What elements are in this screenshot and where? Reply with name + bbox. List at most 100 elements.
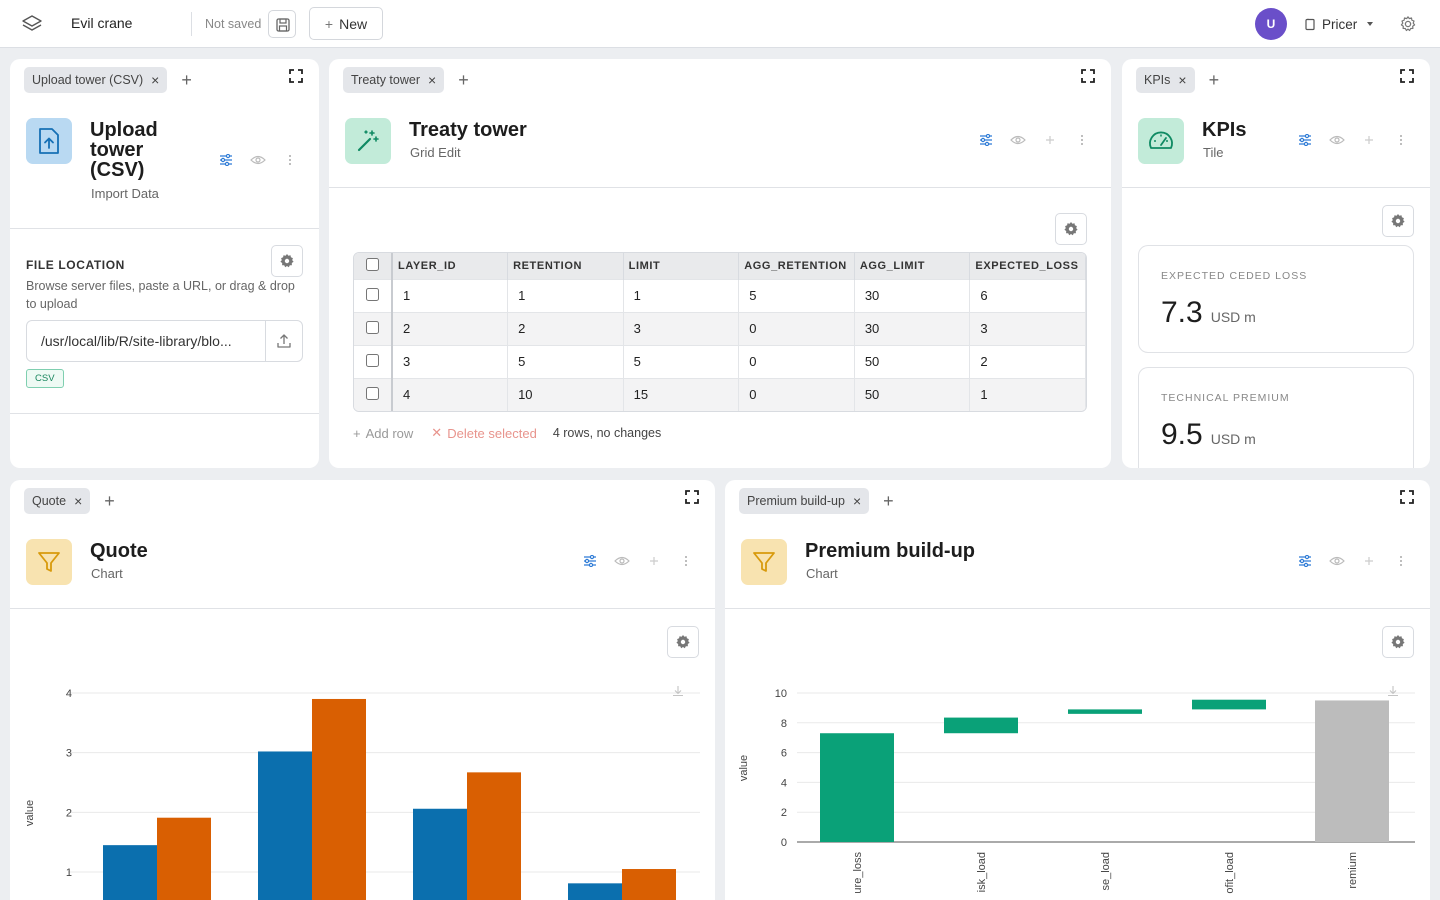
project-title[interactable]: Evil crane <box>71 15 133 31</box>
grid-cell[interactable]: 5 <box>623 344 740 378</box>
options-gear-button[interactable] <box>1382 626 1414 658</box>
tab-upload-tower[interactable]: Upload tower (CSV) × <box>24 67 168 93</box>
more-vertical-icon[interactable] <box>1393 553 1409 569</box>
expand-icon[interactable] <box>289 69 303 83</box>
sliders-icon[interactable] <box>1297 132 1313 148</box>
grid-cell[interactable]: 2 <box>392 311 509 345</box>
row-checkbox[interactable] <box>366 287 379 301</box>
tab-kpis[interactable]: KPIs × <box>1136 67 1195 93</box>
row-checkbox[interactable] <box>366 353 379 367</box>
grid-cell[interactable]: 30 <box>854 278 971 312</box>
column-header[interactable]: EXPECTED_LOSS <box>969 253 1086 279</box>
grid-cell[interactable]: 1 <box>623 278 740 312</box>
gear-icon <box>1064 222 1078 236</box>
column-header[interactable]: AGG_LIMIT <box>854 253 971 279</box>
eye-icon[interactable] <box>1329 553 1345 569</box>
panel-title: Premium build-up <box>805 540 975 562</box>
x-tick-label: remium <box>1347 852 1359 889</box>
delete-selected-button[interactable]: ✕ Delete selected <box>431 425 537 441</box>
settings-gear-icon[interactable] <box>1399 15 1417 33</box>
sliders-icon[interactable] <box>1297 553 1313 569</box>
sliders-icon[interactable] <box>218 152 234 168</box>
sparkle-icon[interactable] <box>1361 553 1377 569</box>
eye-icon[interactable] <box>614 553 630 569</box>
expand-icon[interactable] <box>1400 490 1414 504</box>
grid-cell[interactable]: 15 <box>623 377 740 411</box>
tab-premium-buildup[interactable]: Premium build-up × <box>739 488 870 514</box>
select-all-checkbox[interactable] <box>366 257 379 271</box>
grid-cell[interactable]: 3 <box>969 311 1086 345</box>
grid-cell[interactable]: 3 <box>392 344 509 378</box>
grid-cell[interactable]: 1 <box>392 278 509 312</box>
eye-icon[interactable] <box>1329 132 1345 148</box>
grid-cell[interactable]: 50 <box>854 377 971 411</box>
close-tab-icon[interactable]: × <box>852 493 862 509</box>
role-dropdown[interactable]: Pricer <box>1304 14 1374 34</box>
avatar[interactable]: U <box>1255 8 1287 40</box>
download-icon[interactable] <box>1388 686 1398 697</box>
grid-cell[interactable]: 0 <box>738 344 855 378</box>
close-tab-icon[interactable]: × <box>428 72 437 88</box>
sparkle-icon[interactable] <box>1361 132 1377 148</box>
expand-icon[interactable] <box>685 490 699 504</box>
grid-cell[interactable]: 10 <box>507 377 624 411</box>
new-button[interactable]: + New <box>309 7 383 40</box>
download-icon[interactable] <box>673 686 683 697</box>
grid-cell[interactable]: 2 <box>969 344 1086 378</box>
close-tab-icon[interactable]: × <box>1178 72 1187 88</box>
grid-cell[interactable]: 0 <box>738 311 855 345</box>
more-vertical-icon[interactable] <box>678 553 694 569</box>
options-gear-button[interactable] <box>1382 205 1414 237</box>
options-gear-button[interactable] <box>1055 213 1087 245</box>
save-button[interactable] <box>268 10 296 38</box>
eye-icon[interactable] <box>250 152 266 168</box>
grid-cell[interactable]: 2 <box>507 311 624 345</box>
add-tab-icon[interactable]: + <box>1208 70 1220 90</box>
add-tab-icon[interactable]: + <box>181 70 192 90</box>
row-checkbox[interactable] <box>366 386 379 400</box>
grid-cell[interactable]: 30 <box>854 311 971 345</box>
y-tick-label: 0 <box>781 837 787 849</box>
grid-cell[interactable]: 1 <box>969 377 1086 411</box>
expand-icon[interactable] <box>1400 69 1414 83</box>
grid-cell[interactable]: 0 <box>738 377 855 411</box>
eye-icon[interactable] <box>1010 132 1026 148</box>
sparkle-icon[interactable] <box>646 553 662 569</box>
layers-logo-icon[interactable] <box>20 13 44 35</box>
tab-label: Treaty tower <box>351 73 421 87</box>
add-tab-icon[interactable]: + <box>883 491 894 511</box>
add-tab-icon[interactable]: + <box>104 491 115 511</box>
column-header[interactable]: AGG_RETENTION <box>738 253 855 279</box>
expand-icon[interactable] <box>1081 69 1095 83</box>
grid-cell[interactable]: 1 <box>507 278 624 312</box>
grid-cell[interactable]: 6 <box>969 278 1086 312</box>
options-gear-button[interactable] <box>667 626 699 658</box>
add-row-button[interactable]: + Add row <box>353 426 413 441</box>
column-header[interactable]: RETENTION <box>507 253 624 279</box>
column-header[interactable]: LAYER_ID <box>392 253 509 279</box>
close-tab-icon[interactable]: × <box>74 493 83 509</box>
sliders-icon[interactable] <box>978 132 994 148</box>
grid-cell[interactable]: 3 <box>623 311 740 345</box>
row-checkbox[interactable] <box>366 320 379 334</box>
file-location-field <box>26 320 303 362</box>
options-gear-button[interactable] <box>271 245 303 277</box>
grid-cell[interactable]: 5 <box>507 344 624 378</box>
more-vertical-icon[interactable] <box>1074 132 1090 148</box>
tab-treaty-tower[interactable]: Treaty tower × <box>343 67 445 93</box>
file-path-input[interactable] <box>27 321 267 361</box>
upload-button[interactable] <box>265 321 302 361</box>
more-vertical-icon[interactable] <box>1393 132 1409 148</box>
add-tab-icon[interactable]: + <box>458 70 469 90</box>
grid-cell[interactable]: 50 <box>854 344 971 378</box>
grid-cell[interactable]: 4 <box>392 377 509 411</box>
gauge-icon <box>1138 118 1184 164</box>
sliders-icon[interactable] <box>582 553 598 569</box>
close-tab-icon[interactable]: × <box>151 72 160 88</box>
sparkle-icon[interactable] <box>1042 132 1058 148</box>
more-vertical-icon[interactable] <box>282 152 298 168</box>
file-upload-icon <box>26 118 72 164</box>
column-header[interactable]: LIMIT <box>623 253 740 279</box>
grid-cell[interactable]: 5 <box>738 278 855 312</box>
tab-quote[interactable]: Quote × <box>24 488 91 514</box>
